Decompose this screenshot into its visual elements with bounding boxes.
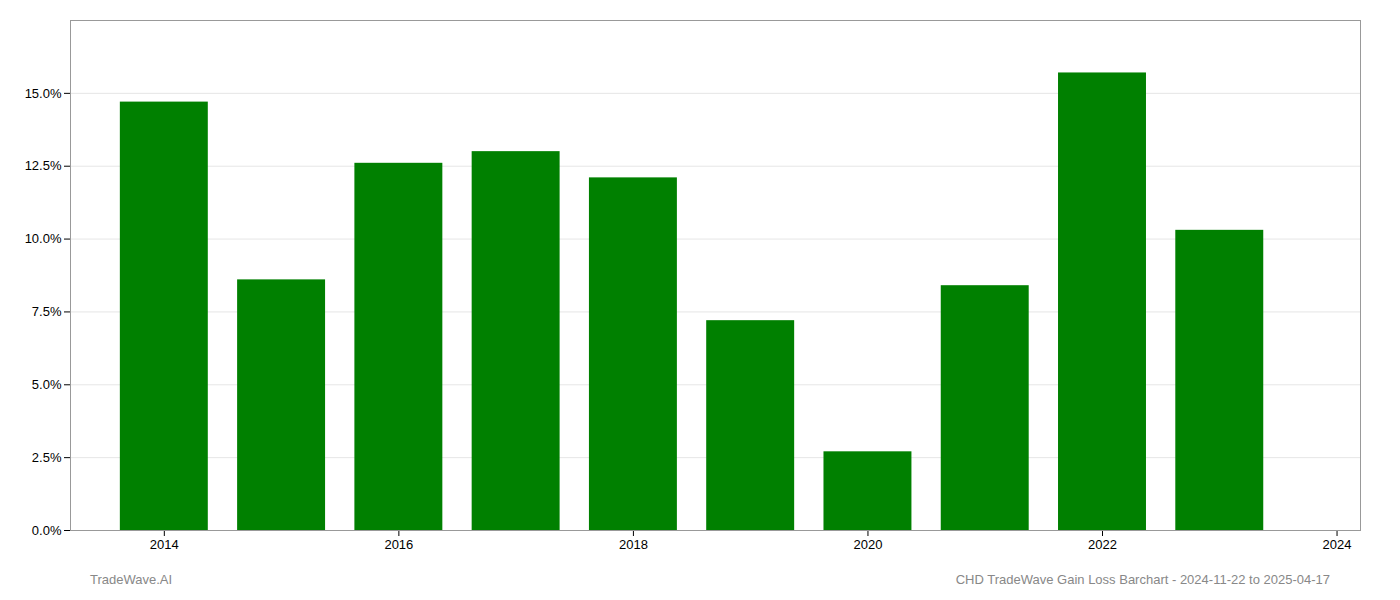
svg-text:2022: 2022	[1088, 537, 1117, 552]
svg-text:5.0%: 5.0%	[32, 377, 62, 392]
svg-text:7.5%: 7.5%	[32, 304, 62, 319]
svg-text:0.0%: 0.0%	[32, 523, 62, 538]
svg-text:2.5%: 2.5%	[32, 450, 62, 465]
svg-text:2016: 2016	[384, 537, 413, 552]
html-text:TradeWave.AI: TradeWave.AI	[90, 572, 173, 587]
html-text:CHD TradeWave Gain Loss Barcha: CHD TradeWave Gain Loss Barchart - 2024-…	[955, 572, 1330, 587]
svg-text:2014: 2014	[150, 537, 179, 552]
svg-text:2018: 2018	[619, 537, 648, 552]
svg-text:15.0%: 15.0%	[25, 86, 62, 101]
svg-text:10.0%: 10.0%	[25, 231, 62, 246]
svg-text:2020: 2020	[853, 537, 882, 552]
svg-text:12.5%: 12.5%	[25, 158, 62, 173]
svg-text:2024: 2024	[1323, 537, 1352, 552]
